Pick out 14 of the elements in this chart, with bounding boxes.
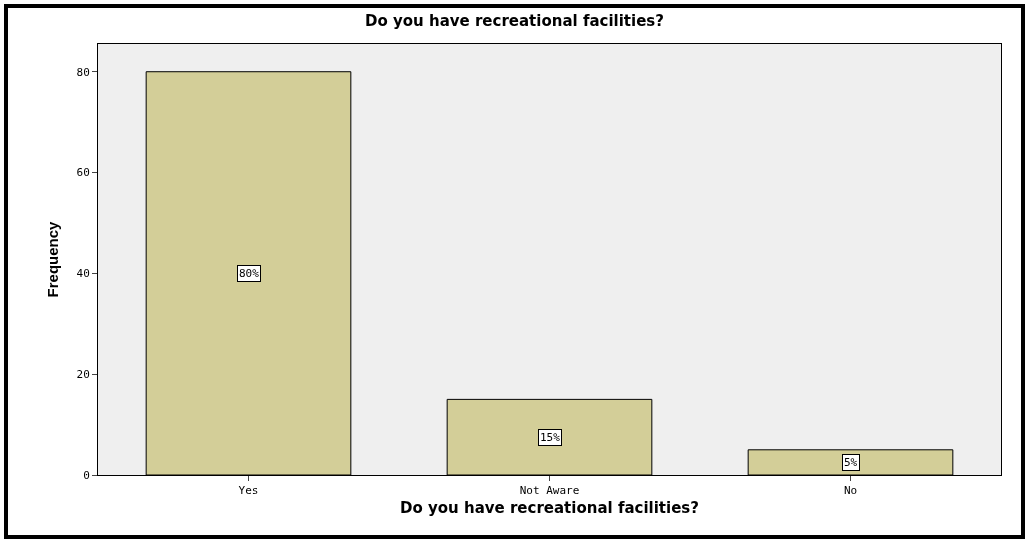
x-tick-label: Not Aware (519, 484, 580, 498)
y-tick-label: 80 (76, 65, 90, 79)
x-tick-label: Yes (238, 484, 259, 498)
data-label: 5% (844, 456, 858, 469)
y-tick-label: 20 (76, 368, 90, 382)
y-tick-label: 60 (76, 166, 90, 180)
chart-title: Do you have recreational facilities? (365, 12, 664, 31)
y-axis-title: Frequency (44, 220, 61, 298)
y-tick-label: 40 (76, 267, 90, 281)
data-label: 80% (239, 267, 260, 280)
data-label: 15% (540, 431, 561, 444)
y-tick-label: 0 (83, 468, 90, 482)
x-tick-label: No (843, 484, 858, 498)
x-axis-title: Do you have recreational facilities? (400, 499, 699, 518)
